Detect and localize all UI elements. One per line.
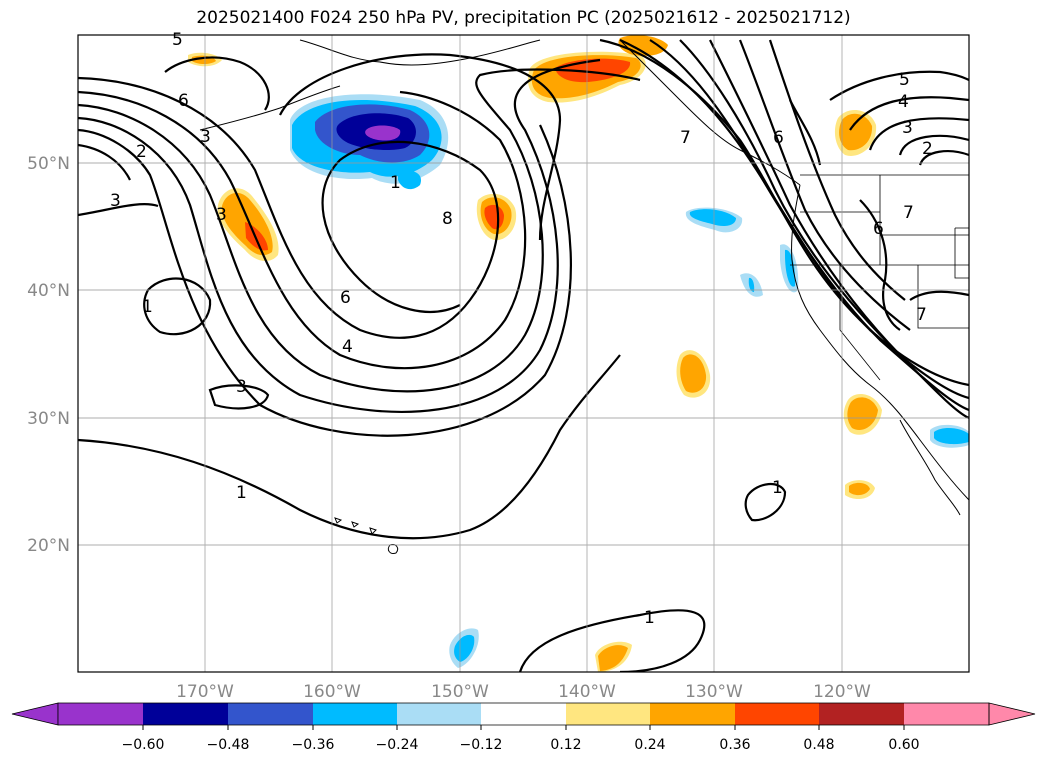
lon-label: 150°W [431,682,489,702]
colorbar-tick-label: −0.24 [376,737,419,753]
colorbar-segment [566,703,650,725]
map-title: 2025021400 F024 250 hPa PV, precipitatio… [196,8,851,28]
contour-label: 1 [644,608,655,628]
lon-label: 160°W [303,682,361,702]
contour-label: 4 [898,92,909,112]
contour-label: 7 [916,305,927,325]
lon-axis-labels: 170°W 160°W 150°W 140°W 130°W 120°W [176,682,871,702]
contour-label: 1 [142,297,153,317]
colorbar-segment [228,703,313,725]
lat-axis-labels: 50°N 40°N 30°N 20°N [27,154,70,556]
contour-label: 2 [922,139,933,159]
colorbar-tick-label: 0.12 [550,737,581,753]
colorbar-tick-label: −0.36 [292,737,335,753]
contour-label: 1 [236,483,247,503]
colorbar: −0.60 −0.48 −0.36 −0.24 −0.12 0.12 0.24 … [11,702,1036,753]
colorbar-segment [313,703,397,725]
colorbar-segment [143,703,228,725]
colorbar-segment [904,703,989,725]
contour-label: 1 [390,173,401,193]
colorbar-segment [481,703,566,725]
contour-label: 3 [902,118,913,138]
pv-contour-layer [78,38,969,672]
contour-label: 3 [200,127,211,147]
contour-label: 4 [342,337,353,357]
lat-label: 30°N [27,409,70,429]
colorbar-tick-label: 0.60 [888,737,919,753]
contour-label: 2 [136,142,147,162]
colorbar-segment [650,703,735,725]
lon-label: 170°W [176,682,234,702]
contour-label: 7 [903,203,914,223]
contour-label: 1 [772,478,783,498]
contour-label: 3 [236,377,247,397]
colorbar-tick-label: −0.48 [207,737,250,753]
contour-label: 3 [110,191,121,211]
lat-label: 50°N [27,154,70,174]
contour-label: 5 [172,30,183,50]
contour-label: 6 [873,219,884,239]
contour-label: 6 [340,288,351,308]
contour-label: 8 [442,209,453,229]
colorbar-segment [397,703,481,725]
colorbar-segment [819,703,904,725]
lat-label: 20°N [27,536,70,556]
colorbar-segment [58,703,143,725]
colorbar-tick-label: −0.60 [122,737,165,753]
lat-label: 40°N [27,281,70,301]
coastline-layer [199,39,969,554]
graticule [78,35,969,672]
border-layer [790,174,969,381]
colorbar-tick-label: 0.48 [803,737,834,753]
contour-label: 3 [216,205,227,225]
contour-label: 5 [899,70,910,90]
colorbar-tick-label: 0.36 [719,737,750,753]
lon-label: 120°W [813,682,871,702]
contour-label-layer: 5 6 3 2 3 1 3 1 8 6 4 3 1 1 1 5 4 3 2 6 … [110,30,933,628]
precip-fill-layer [188,35,969,672]
map-frame [77,34,970,673]
contour-label: 6 [773,128,784,148]
colorbar-tick-label: −0.12 [460,737,503,753]
contour-label: 6 [178,91,189,111]
lon-label: 140°W [558,682,616,702]
colorbar-tick-label: 0.24 [634,737,665,753]
lon-label: 130°W [685,682,743,702]
colorbar-extend-high [988,702,1036,726]
colorbar-extend-low [11,702,59,726]
colorbar-segment [735,703,819,725]
contour-label: 7 [680,128,691,148]
